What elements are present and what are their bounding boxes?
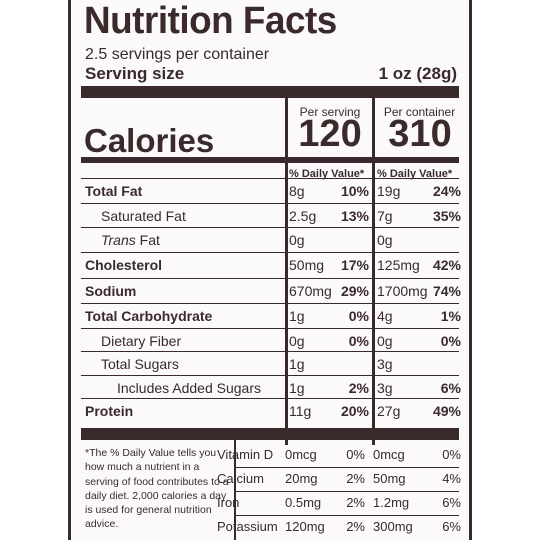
nutrient-name: Cholesterol: [85, 257, 163, 273]
per-container-header: Per container: [383, 105, 456, 119]
serving-size-label: Serving size: [85, 64, 185, 83]
nutrient-container-amount: 0g: [377, 232, 393, 248]
medium-divider: [81, 157, 459, 163]
mineral-serving-dv: 0%: [346, 447, 365, 462]
nutrient-serving-amount: 2.5g: [289, 208, 317, 224]
row-rule: [81, 303, 459, 304]
per-serving-header: Per serving: [299, 105, 361, 119]
nutrient-container-dv: 0%: [440, 333, 461, 349]
column-divider-left: [285, 98, 288, 445]
row-rule: [81, 252, 459, 253]
row-rule: [81, 278, 459, 279]
daily-value-footnote: *The % Daily Value tells you how much a …: [85, 447, 229, 531]
nutrient-name: Protein: [85, 403, 134, 419]
row-rule: [81, 203, 459, 204]
nutrient-name: Total Sugars: [101, 356, 179, 372]
nutrient-serving-dv: 0%: [348, 333, 369, 349]
nutrient-container-amount: 27g: [377, 403, 401, 419]
nutrient-container-amount: 1700mg: [377, 283, 428, 299]
nutrient-container-dv: 35%: [432, 208, 461, 224]
mineral-container-dv: 6%: [442, 495, 461, 510]
nutrient-container-amount: 125mg: [377, 257, 420, 273]
row-rule: [81, 227, 459, 228]
nutrient-name: Trans Fat: [101, 232, 160, 248]
nutrition-facts-panel: Nutrition Facts 2.5 servings per contain…: [68, 0, 472, 540]
servings-per-container: 2.5 servings per container: [85, 46, 270, 63]
mineral-serving-dv: 2%: [346, 471, 365, 486]
mineral-row-rule: [236, 515, 459, 516]
nutrient-name: Total Carbohydrate: [85, 308, 213, 324]
panel-title: Nutrition Facts: [84, 0, 337, 42]
column-divider-right: [372, 98, 375, 445]
nutrient-serving-amount: 1g: [289, 380, 305, 396]
nutrient-name: Dietary Fiber: [101, 333, 182, 349]
daily-value-header-serving: % Daily Value*: [289, 168, 365, 180]
calories-per-serving: 120: [298, 113, 362, 155]
mineral-container-dv: 0%: [442, 447, 461, 462]
calories-per-container: 310: [388, 113, 452, 155]
mineral-container-dv: 6%: [442, 519, 461, 534]
nutrient-serving-dv: 13%: [340, 208, 369, 224]
row-rule: [81, 398, 459, 399]
nutrient-container-amount: 3g: [377, 380, 393, 396]
thick-divider: [81, 86, 459, 98]
nutrient-serving-amount: 50mg: [289, 257, 325, 273]
nutrient-container-amount: 3g: [377, 356, 393, 372]
nutrient-serving-amount: 1g: [289, 308, 305, 324]
nutrient-serving-amount: 1g: [289, 356, 305, 372]
nutrient-name: Includes Added Sugars: [117, 380, 261, 396]
mineral-serving-dv: 2%: [346, 495, 365, 510]
mineral-row-rule: [236, 491, 459, 492]
thick-divider-bottom: [81, 428, 459, 440]
nutrient-container-amount: 0g: [377, 333, 393, 349]
mineral-row-rule: [236, 467, 459, 468]
nutrient-container-amount: 4g: [377, 308, 393, 324]
nutrient-container-dv: 6%: [440, 380, 461, 396]
nutrient-serving-amount: 0g: [289, 232, 305, 248]
nutrient-container-amount: 19g: [377, 183, 401, 199]
nutrient-container-dv: 49%: [432, 403, 461, 419]
nutrient-container-dv: 1%: [440, 308, 461, 324]
mineral-container-amount: 0mcg: [373, 447, 405, 462]
nutrient-serving-dv: 17%: [340, 257, 369, 273]
mineral-container-dv: 4%: [442, 471, 461, 486]
nutrient-container-dv: 74%: [432, 283, 461, 299]
nutrient-serving-amount: 0g: [289, 333, 305, 349]
mineral-serving-amount: 0mcg: [285, 447, 317, 462]
calories-label: Calories: [84, 122, 215, 159]
nutrient-serving-dv: 29%: [340, 283, 369, 299]
mineral-name: Iron: [217, 495, 240, 510]
serving-size-value: 1 oz (28g): [378, 64, 457, 83]
row-rule: [81, 178, 459, 179]
mineral-serving-dv: 2%: [346, 519, 365, 534]
footnote-divider: [234, 440, 236, 540]
row-rule: [81, 375, 459, 376]
row-rule: [81, 351, 459, 352]
mineral-name: Potassium: [217, 519, 278, 534]
nutrient-name: Total Fat: [85, 183, 143, 199]
nutrient-serving-amount: 8g: [289, 183, 305, 199]
nutrient-serving-dv: 2%: [348, 380, 369, 396]
nutrient-serving-dv: 0%: [348, 308, 369, 324]
mineral-serving-amount: 120mg: [285, 519, 325, 534]
nutrient-container-dv: 24%: [432, 183, 461, 199]
nutrient-serving-dv: 20%: [340, 403, 369, 419]
nutrient-serving-amount: 670mg: [289, 283, 332, 299]
mineral-name: Calcium: [217, 471, 264, 486]
nutrient-container-dv: 42%: [432, 257, 461, 273]
nutrient-serving-dv: 10%: [340, 183, 369, 199]
nutrient-serving-amount: 11g: [289, 403, 312, 419]
mineral-container-amount: 300mg: [373, 519, 413, 534]
nutrient-name: Saturated Fat: [101, 208, 186, 224]
mineral-serving-amount: 20mg: [285, 471, 318, 486]
mineral-name: Vitamin D: [217, 447, 274, 462]
nutrient-container-amount: 7g: [377, 208, 393, 224]
mineral-serving-amount: 0.5mg: [285, 495, 322, 510]
nutrient-name: Sodium: [85, 283, 137, 299]
mineral-container-amount: 50mg: [373, 471, 406, 486]
row-rule: [81, 328, 459, 329]
mineral-container-amount: 1.2mg: [373, 495, 410, 510]
daily-value-header-container: % Daily Value*: [377, 168, 453, 180]
